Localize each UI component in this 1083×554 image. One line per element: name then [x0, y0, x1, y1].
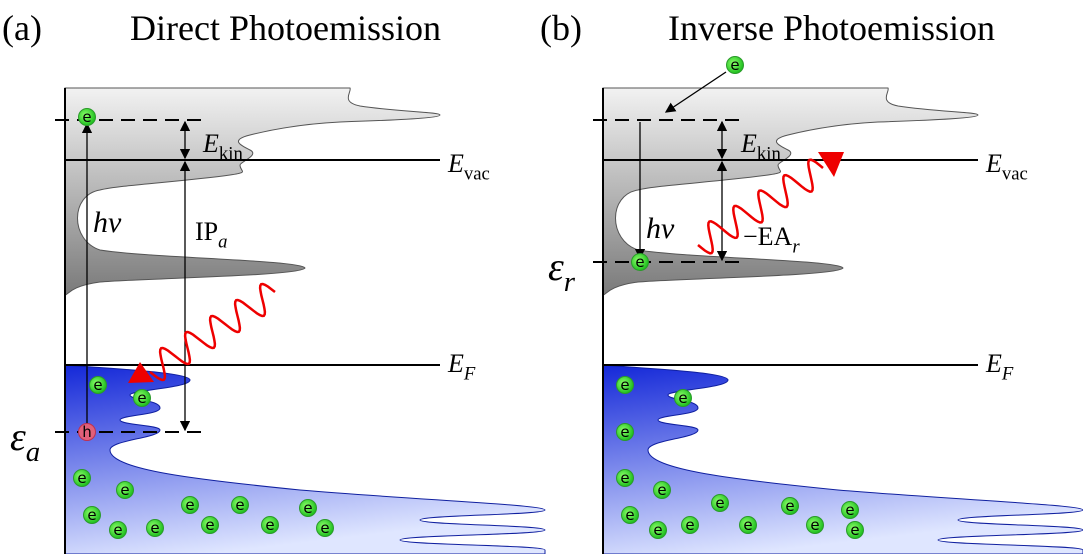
kinetic-label-main: E: [202, 129, 219, 158]
panel-title: Direct Photoemission: [130, 8, 441, 48]
fermi-label-sub: F: [463, 363, 476, 384]
kinetic-label-sub: kin: [219, 143, 244, 164]
gap-label: IPa: [195, 217, 227, 252]
electron-label: e: [845, 501, 854, 519]
electron-label: e: [743, 516, 752, 534]
electron-label: e: [810, 516, 819, 534]
electron-label: e: [635, 253, 644, 271]
electron-label: e: [120, 481, 129, 499]
electron-label: e: [82, 108, 91, 126]
gap-label-sub: r: [792, 236, 800, 257]
gap-label-main: −EA: [743, 222, 793, 251]
electron-label: e: [87, 506, 96, 524]
electron-label: e: [620, 423, 629, 441]
gap-label: −EAr: [743, 222, 800, 257]
panel-title: Inverse Photoemission: [668, 8, 995, 48]
level-label-main: ε: [548, 244, 564, 289]
electron-label: e: [730, 56, 739, 74]
vacuum-label: Evac: [985, 149, 1028, 184]
fermi-label-main: E: [985, 349, 1002, 378]
electron-label: e: [205, 516, 214, 534]
electron-label: e: [620, 376, 629, 394]
electron-label: e: [625, 506, 634, 524]
diagram: (a)Direct PhotoemissionEkinEvacEFhνIPaεa…: [0, 0, 1083, 554]
electron-label: e: [678, 389, 687, 407]
electron-label: e: [77, 469, 86, 487]
electron-label: e: [303, 499, 312, 517]
vacuum-label-sub: vac: [1002, 163, 1028, 184]
vacuum-label-main: E: [447, 149, 464, 178]
kinetic-label-main: E: [740, 129, 757, 158]
electron-label: e: [93, 376, 102, 394]
panel-label: (b): [540, 8, 582, 48]
electron-label: e: [620, 469, 629, 487]
electron-label: e: [850, 521, 859, 539]
photon-head: [818, 152, 844, 177]
fermi-label: EF: [447, 349, 476, 384]
electron-label: e: [185, 496, 194, 514]
level-label-sub: a: [26, 436, 40, 468]
electron-label: e: [235, 496, 244, 514]
vacuum-label: Evac: [447, 149, 490, 184]
fermi-label: EF: [985, 349, 1014, 384]
level-label-main: ε: [10, 414, 26, 459]
vacuum-label-sub: vac: [464, 163, 490, 184]
occupied-dos: [603, 365, 1083, 554]
gap-label-main: IP: [195, 217, 218, 246]
electron-label: e: [265, 516, 274, 534]
panel-label: (a): [2, 8, 42, 48]
fermi-label-sub: F: [1001, 363, 1014, 384]
photon-label: hν: [646, 212, 675, 245]
electron-label: e: [320, 519, 329, 537]
electron-label: e: [685, 516, 694, 534]
electron-label: e: [785, 497, 794, 515]
electron-label: e: [150, 519, 159, 537]
vacuum-label-main: E: [985, 149, 1002, 178]
photon-label: hν: [93, 206, 122, 239]
gap-label-sub: a: [218, 231, 227, 252]
electron-label: e: [113, 521, 122, 539]
hole-label: h: [82, 423, 92, 441]
electron-label: e: [137, 389, 146, 407]
level-label: εr: [548, 244, 576, 298]
electron-label: e: [715, 494, 724, 512]
level-label: εa: [10, 414, 40, 468]
electron-label: e: [657, 481, 666, 499]
electron-label: e: [653, 521, 662, 539]
fermi-label-main: E: [447, 349, 464, 378]
level-label-sub: r: [564, 266, 576, 298]
kinetic-label-sub: kin: [757, 143, 782, 164]
